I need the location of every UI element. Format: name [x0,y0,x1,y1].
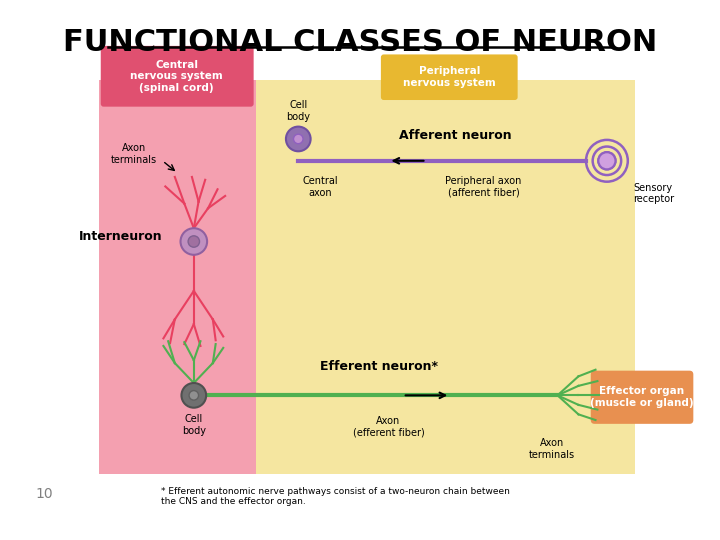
Circle shape [181,228,207,255]
Text: Cell
body: Cell body [182,414,206,436]
Text: Cell
body: Cell body [287,100,310,122]
Text: Axon
terminals: Axon terminals [111,143,157,165]
Text: 10: 10 [35,487,53,501]
Bar [99,80,256,474]
Circle shape [286,126,310,151]
Text: Axon
(efferent fiber): Axon (efferent fiber) [353,416,424,438]
FancyBboxPatch shape [591,370,693,424]
Text: Central
nervous system
(spinal cord): Central nervous system (spinal cord) [130,60,223,93]
Circle shape [294,134,303,144]
Circle shape [189,390,199,400]
Text: Effector organ
(muscle or gland): Effector organ (muscle or gland) [590,387,694,408]
Bar [256,80,635,474]
Text: Interneuron: Interneuron [79,230,163,243]
Text: * Efferent autonomic nerve pathways consist of a two-neuron chain between
the CN: * Efferent autonomic nerve pathways cons… [161,487,510,506]
Text: Peripheral axon
(afferent fiber): Peripheral axon (afferent fiber) [445,176,522,198]
Text: Sensory
receptor: Sensory receptor [634,183,675,204]
FancyBboxPatch shape [381,55,518,100]
FancyBboxPatch shape [101,46,253,107]
Text: FUNCTIONAL CLASSES OF NEURON: FUNCTIONAL CLASSES OF NEURON [63,28,657,57]
Text: Peripheral
nervous system: Peripheral nervous system [403,66,495,88]
Text: Axon
terminals: Axon terminals [528,438,575,460]
Circle shape [188,236,199,247]
Text: Afferent neuron: Afferent neuron [399,129,511,142]
Text: Efferent neuron*: Efferent neuron* [320,360,438,373]
Text: Central
axon: Central axon [302,176,338,198]
Circle shape [181,383,206,408]
Circle shape [598,152,616,170]
